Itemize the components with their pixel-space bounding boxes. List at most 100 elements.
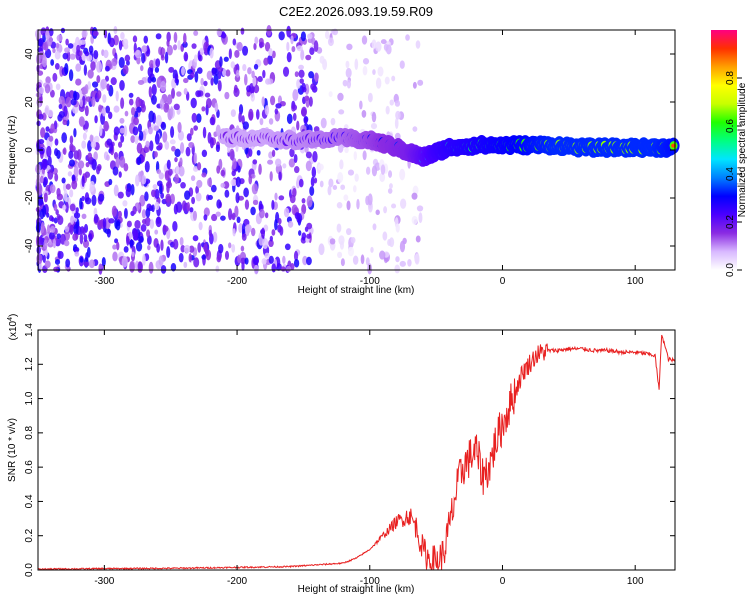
- heatmap-cell: [144, 216, 151, 227]
- heatmap-cell: [186, 201, 191, 212]
- heatmap-cell: [246, 85, 252, 93]
- heatmap-cell: [338, 109, 345, 115]
- heatmap-cell: [290, 263, 295, 271]
- heatmap-cell: [154, 201, 160, 211]
- heatmap-cell: [202, 126, 207, 139]
- heatmap-cell: [128, 98, 134, 106]
- heatmap-cell: [248, 148, 253, 157]
- heatmap-cell: [93, 49, 99, 60]
- heatmap-cell: [126, 220, 132, 228]
- heatmap-cell: [160, 80, 167, 92]
- heatmap-cell: [99, 124, 103, 137]
- heatmap-cell: [85, 96, 92, 102]
- heatmap-cell: [162, 225, 169, 232]
- heatmap-cell: [140, 224, 147, 232]
- heatmap-cell: [352, 185, 357, 193]
- heatmap-cell: [244, 199, 250, 210]
- heatmap-cell: [284, 243, 291, 251]
- heatmap-cell: [277, 218, 282, 225]
- heatmap-cell: [64, 47, 71, 54]
- heatmap-cell: [253, 42, 257, 51]
- heatmap-cell: [219, 56, 223, 68]
- heatmap-cell: [82, 132, 87, 141]
- heatmap-cell: [45, 76, 51, 84]
- heatmap-cell: [98, 263, 103, 269]
- heatmap-cell: [367, 193, 373, 206]
- heatmap-cell: [71, 174, 76, 182]
- heatmap-cell: [324, 30, 330, 40]
- x-tick-label: 100: [627, 576, 644, 587]
- heatmap-cell: [292, 112, 297, 121]
- heatmap-cell: [88, 233, 93, 242]
- heatmap-cell: [216, 199, 222, 209]
- heatmap-cell: [350, 236, 356, 244]
- heatmap-cell: [342, 79, 348, 87]
- heatmap-cell: [93, 135, 100, 144]
- heatmap-cell: [220, 169, 226, 177]
- heatmap-cell: [125, 187, 132, 198]
- heatmap-cell: [141, 218, 147, 225]
- heatmap-cell: [87, 152, 93, 161]
- heatmap-cell: [275, 103, 282, 109]
- heatmap-cell: [389, 183, 393, 189]
- heatmap-cell: [53, 266, 59, 272]
- heatmap-cell: [221, 32, 227, 39]
- heatmap-cell: [45, 29, 50, 40]
- heatmap-cell: [151, 76, 157, 83]
- heatmap-cell: [288, 158, 296, 168]
- heatmap-cell: [391, 203, 397, 209]
- heatmap-cell: [120, 97, 125, 109]
- heatmap-cell: [354, 58, 359, 71]
- heatmap-cell: [166, 94, 173, 105]
- heatmap-cell: [166, 159, 171, 170]
- heatmap-cell: [232, 228, 236, 237]
- heatmap-cell: [380, 39, 387, 45]
- heatmap-cell: [252, 159, 258, 165]
- heatmap-cell: [235, 69, 240, 78]
- heatmap-cell: [179, 157, 183, 166]
- heatmap-cell: [82, 239, 90, 249]
- heatmap-cell: [385, 105, 390, 115]
- x-tick-label: -300: [94, 576, 114, 587]
- heatmap-cell: [55, 209, 59, 216]
- heatmap-cell: [117, 191, 124, 199]
- heatmap-cell: [264, 105, 270, 116]
- heatmap-cell: [174, 148, 181, 158]
- snr-panel: -300 -200 -100 0 100 0.0 0.2 0.4 0.6 0.8 1.0 1.2 1.…: [7, 314, 676, 595]
- heatmap-cell: [215, 211, 221, 217]
- heatmap-cell: [79, 232, 84, 245]
- heatmap-cell: [306, 256, 312, 266]
- heatmap-cell: [38, 147, 45, 155]
- heatmap-cell: [92, 81, 99, 88]
- heatmap-cell: [265, 78, 271, 85]
- heatmap-cell: [52, 72, 58, 82]
- heatmap-cell: [118, 40, 123, 51]
- heatmap-cell: [137, 261, 143, 271]
- heatmap-cell: [266, 25, 272, 37]
- heatmap-cell: [83, 234, 88, 243]
- heatmap-cell: [141, 45, 148, 53]
- heatmap-cell: [216, 254, 222, 263]
- heatmap-cell: [216, 165, 221, 174]
- heatmap-cell: [234, 49, 240, 58]
- heatmap-cell: [118, 171, 122, 178]
- heatmap-cell: [217, 70, 222, 80]
- spectrogram-y-ticks: -40 -20 0 20 40: [24, 48, 675, 253]
- heatmap-cell: [340, 184, 346, 190]
- heatmap-cell: [54, 138, 59, 146]
- heatmap-cell: [224, 189, 230, 198]
- heatmap-cell: [44, 84, 51, 94]
- heatmap-cell: [286, 41, 290, 52]
- heatmap-cell: [49, 89, 55, 98]
- heatmap-cell: [345, 67, 352, 78]
- heatmap-cell: [192, 235, 199, 242]
- heatmap-cell: [57, 215, 64, 226]
- heatmap-cell: [196, 162, 202, 171]
- heatmap-cell: [179, 142, 185, 154]
- heatmap-cell: [108, 218, 115, 224]
- heatmap-cell: [63, 240, 70, 247]
- heatmap-cell: [119, 117, 125, 124]
- heatmap-cell: [195, 185, 199, 195]
- heatmap-cell: [361, 35, 368, 45]
- heatmap-cell: [156, 180, 163, 187]
